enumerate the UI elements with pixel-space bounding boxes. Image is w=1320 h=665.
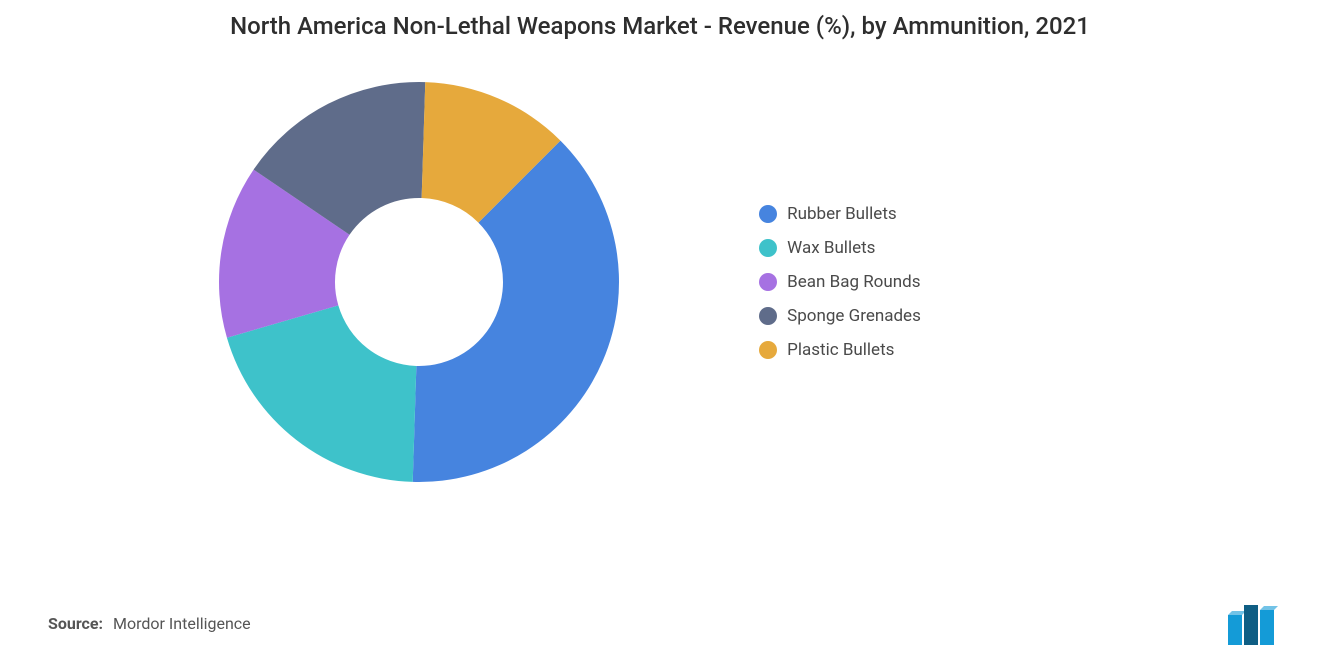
legend-label: Rubber Bullets — [787, 204, 897, 224]
donut-chart — [199, 62, 639, 502]
donut-slice — [227, 306, 416, 482]
chart-title: North America Non-Lethal Weapons Market … — [0, 0, 1320, 42]
brand-logo — [1228, 605, 1288, 645]
legend-marker — [759, 307, 777, 325]
legend-marker — [759, 205, 777, 223]
legend-item: Wax Bullets — [759, 238, 921, 258]
legend-item: Rubber Bullets — [759, 204, 921, 224]
legend-item: Bean Bag Rounds — [759, 272, 921, 292]
legend-marker — [759, 273, 777, 291]
legend-label: Wax Bullets — [787, 238, 875, 258]
legend-item: Plastic Bullets — [759, 340, 921, 360]
legend-marker — [759, 341, 777, 359]
chart-body: Rubber Bullets Wax Bullets Bean Bag Rounds… — [0, 62, 1320, 502]
source-line: Source: Mordor Intelligence — [48, 614, 251, 633]
legend-label: Sponge Grenades — [787, 306, 921, 326]
legend-label: Bean Bag Rounds — [787, 272, 920, 292]
legend: Rubber Bullets Wax Bullets Bean Bag Rounds… — [759, 204, 921, 360]
legend-item: Sponge Grenades — [759, 306, 921, 326]
legend-marker — [759, 239, 777, 257]
legend-label: Plastic Bullets — [787, 340, 894, 360]
source-text: Mordor Intelligence — [113, 614, 251, 633]
donut-svg — [199, 62, 639, 502]
source-label: Source: — [48, 614, 103, 633]
